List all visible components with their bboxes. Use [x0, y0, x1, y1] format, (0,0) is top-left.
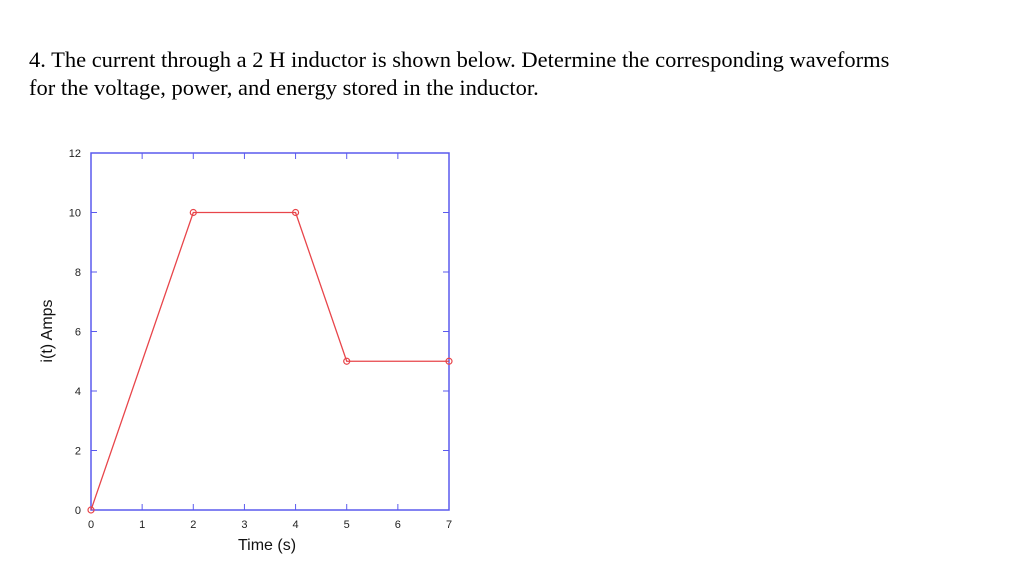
chart-axes [90, 152, 450, 511]
x-tick-label: 4 [293, 519, 299, 531]
y-tick-label: 2 [75, 446, 81, 458]
data-point-marker [343, 357, 351, 365]
question-text: 4. The current through a 2 H inductor is… [29, 46, 1009, 102]
x-tick-label: 6 [395, 519, 401, 531]
x-tick-label: 3 [241, 519, 247, 531]
data-point-marker [189, 208, 197, 217]
y-tick-label: 6 [75, 327, 81, 339]
y-axis-ticks: 0 2 4 6 8 10 12 [69, 148, 449, 517]
y-tick-label: 12 [69, 148, 81, 160]
question-line-2: for the voltage, power, and energy store… [29, 75, 539, 100]
y-tick-label: 0 [75, 505, 81, 517]
data-point-marker [87, 506, 95, 514]
x-tick-label: 7 [446, 519, 452, 531]
x-axis-label: Time (s) [238, 537, 296, 554]
x-tick-label: 0 [88, 519, 94, 531]
x-tick-label: 5 [344, 519, 350, 531]
x-axis-ticks: 0 1 2 3 4 5 6 7 [88, 153, 452, 531]
current-series [87, 208, 453, 514]
y-tick-label: 8 [75, 267, 81, 279]
question-line-1: 4. The current through a 2 H inductor is… [29, 47, 890, 72]
y-axis-label: i(t) Amps [39, 299, 56, 362]
data-point-marker [291, 208, 300, 217]
y-tick-label: 10 [69, 208, 81, 220]
y-tick-label: 4 [75, 386, 81, 398]
x-tick-label: 2 [190, 519, 196, 531]
data-point-marker [445, 357, 453, 365]
x-tick-label: 1 [139, 519, 145, 531]
